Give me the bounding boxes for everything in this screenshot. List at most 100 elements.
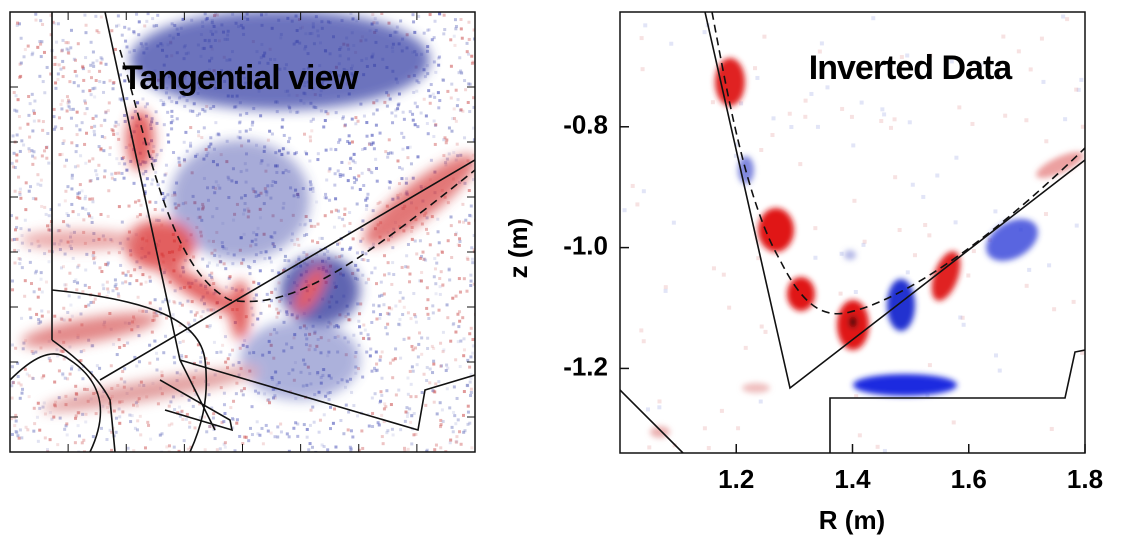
speckle — [139, 433, 143, 437]
speckle — [95, 59, 99, 63]
speckle — [304, 222, 308, 226]
speckle — [360, 171, 364, 175]
speckle — [282, 133, 286, 137]
speckle — [447, 152, 451, 156]
speckle — [113, 124, 117, 128]
speckle — [380, 435, 384, 439]
speckle — [466, 100, 470, 104]
speckle — [313, 224, 317, 228]
speckle — [910, 182, 915, 187]
speckle — [459, 442, 463, 446]
speckle — [719, 408, 724, 413]
speckle — [64, 189, 68, 193]
speckle — [98, 366, 102, 370]
speckle — [392, 273, 396, 277]
speckle — [72, 81, 76, 85]
speckle — [408, 110, 412, 114]
speckle — [13, 108, 17, 112]
speckle — [455, 435, 459, 439]
speckle — [84, 56, 88, 60]
speckle — [186, 447, 190, 451]
speckle — [133, 426, 137, 430]
speckle — [13, 416, 17, 420]
speckle — [241, 343, 245, 347]
speckle — [136, 419, 140, 423]
speckle — [185, 149, 189, 153]
speckle — [241, 393, 245, 397]
speckle — [40, 204, 44, 208]
speckle — [69, 46, 73, 50]
speckle — [114, 171, 118, 175]
speckle — [221, 343, 225, 347]
speckle — [117, 137, 121, 141]
speckle — [155, 153, 159, 157]
speckle — [90, 216, 94, 220]
speckle — [167, 140, 171, 144]
speckle — [11, 288, 15, 292]
speckle — [48, 438, 52, 442]
speckle — [297, 243, 301, 247]
speckle — [59, 349, 63, 353]
speckle — [36, 295, 40, 299]
speckle — [456, 418, 460, 422]
speckle — [259, 311, 263, 315]
speckle — [287, 140, 291, 144]
speckle — [395, 25, 399, 29]
speckle — [19, 61, 23, 65]
speckle — [189, 310, 193, 314]
speckle — [193, 313, 197, 317]
speckle — [23, 218, 27, 222]
speckle — [210, 275, 214, 279]
speckle — [89, 301, 93, 305]
speckle — [113, 47, 117, 51]
speckle — [41, 80, 45, 84]
speckle — [118, 97, 122, 101]
speckle — [203, 448, 207, 452]
speckle — [332, 225, 336, 229]
speckle — [138, 414, 142, 418]
speckle — [48, 224, 52, 228]
speckle — [31, 162, 35, 166]
speckle — [10, 384, 14, 388]
speckle — [43, 91, 47, 95]
speckle — [84, 268, 88, 272]
speckle — [287, 259, 291, 263]
speckle — [468, 421, 472, 425]
speckle — [195, 113, 199, 117]
speckle — [210, 277, 214, 281]
speckle — [387, 180, 391, 184]
speckle — [337, 140, 341, 144]
speckle — [464, 218, 468, 222]
speckle — [62, 220, 66, 224]
speckle — [437, 241, 441, 245]
speckle — [381, 442, 385, 446]
speckle — [53, 22, 57, 26]
speckle — [30, 53, 34, 57]
speckle — [24, 181, 28, 185]
speckle — [446, 89, 450, 93]
speckle — [370, 271, 374, 275]
speckle — [334, 111, 338, 115]
speckle — [36, 173, 40, 177]
speckle — [52, 107, 56, 111]
speckle — [19, 227, 23, 231]
speckle — [143, 105, 147, 109]
speckle — [315, 252, 319, 256]
speckle — [59, 102, 63, 106]
speckle — [47, 249, 51, 253]
speckle — [370, 396, 374, 400]
speckle — [113, 284, 117, 288]
speckle — [94, 114, 98, 118]
speckle — [104, 62, 108, 66]
speckle — [351, 159, 355, 163]
speckle — [64, 41, 68, 45]
speckle — [61, 38, 65, 42]
speckle — [853, 289, 858, 294]
speckle — [32, 406, 36, 410]
speckle — [308, 135, 312, 139]
speckle — [378, 294, 382, 298]
speckle — [173, 301, 177, 305]
speckle — [789, 124, 794, 129]
speckle — [10, 417, 14, 421]
speckle — [88, 89, 92, 93]
